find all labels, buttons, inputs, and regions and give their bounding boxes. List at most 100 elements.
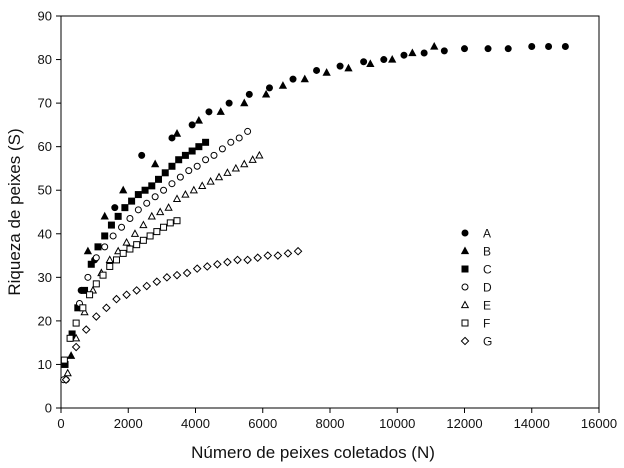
data-point-c xyxy=(161,169,169,177)
data-point-a xyxy=(528,42,536,50)
data-point-c xyxy=(202,138,210,146)
data-point-e xyxy=(172,194,182,203)
x-tick-label: 0 xyxy=(57,416,64,431)
data-point-b xyxy=(322,68,331,76)
legend-label-c: C xyxy=(483,263,492,277)
data-point-b xyxy=(240,98,249,107)
x-axis-title: Número de peixes coletados (N) xyxy=(191,443,435,462)
data-point-f xyxy=(106,262,114,270)
data-point-c xyxy=(107,221,115,229)
data-point-g xyxy=(273,251,283,260)
data-point-b xyxy=(408,48,417,57)
legend-label-d: D xyxy=(483,281,492,295)
data-point-a xyxy=(289,75,297,83)
data-point-d xyxy=(151,193,159,201)
y-tick-label: 20 xyxy=(38,313,52,328)
data-point-c xyxy=(81,286,89,294)
data-point-b xyxy=(261,89,271,98)
data-point-e xyxy=(255,150,264,159)
data-point-g xyxy=(223,257,232,267)
data-point-f xyxy=(66,334,74,342)
data-point-f xyxy=(160,223,168,231)
data-point-a xyxy=(545,42,553,50)
data-point-f xyxy=(139,236,147,244)
y-tick-label: 40 xyxy=(38,226,52,241)
data-point-g xyxy=(233,255,242,265)
data-point-e xyxy=(231,163,240,172)
data-point-d xyxy=(176,173,184,181)
data-point-g xyxy=(263,251,273,260)
y-tick-label: 30 xyxy=(38,270,52,285)
data-point-g xyxy=(162,273,172,282)
data-point-b xyxy=(172,129,182,137)
data-point-d xyxy=(126,215,134,223)
data-point-e xyxy=(63,368,72,377)
data-point-f xyxy=(133,241,141,249)
data-point-c xyxy=(94,243,102,251)
data-point-e xyxy=(206,176,215,185)
data-point-e xyxy=(214,172,224,181)
data-point-g xyxy=(253,253,263,263)
data-point-f xyxy=(72,319,80,327)
data-point-f xyxy=(86,291,94,299)
data-point-b xyxy=(344,63,353,72)
data-point-g xyxy=(283,249,293,258)
data-point-e xyxy=(181,190,190,198)
data-point-a xyxy=(484,45,492,53)
data-point-d xyxy=(235,134,243,142)
y-tick-label: 70 xyxy=(38,96,52,111)
data-point-d xyxy=(160,186,168,194)
data-point-g xyxy=(182,268,192,278)
data-point-d xyxy=(143,199,151,207)
data-point-g xyxy=(142,281,152,291)
data-point-d xyxy=(210,151,218,159)
data-point-b xyxy=(388,55,397,63)
data-point-d xyxy=(168,180,176,188)
legend-marker-f xyxy=(461,319,469,327)
data-point-g xyxy=(132,286,141,295)
y-tick-label: 0 xyxy=(45,401,52,416)
legend-marker-c xyxy=(461,265,469,273)
series-f xyxy=(60,217,181,364)
data-point-e xyxy=(130,229,140,237)
data-point-b xyxy=(194,115,204,124)
x-tick-label: 8000 xyxy=(316,416,345,431)
x-tick-label: 4000 xyxy=(181,416,210,431)
data-point-e xyxy=(248,155,257,163)
data-point-a xyxy=(360,58,368,66)
data-point-a xyxy=(138,151,146,159)
data-point-b xyxy=(100,211,109,220)
data-point-c xyxy=(168,162,176,170)
data-point-c xyxy=(188,147,196,155)
data-point-a xyxy=(440,47,448,55)
data-point-e xyxy=(240,159,249,168)
data-point-d xyxy=(218,145,226,153)
data-point-f xyxy=(173,217,181,225)
data-point-c xyxy=(175,156,183,164)
data-point-g xyxy=(122,290,131,300)
data-point-g xyxy=(112,294,121,304)
data-point-c xyxy=(87,260,95,268)
data-point-g xyxy=(91,312,101,321)
data-point-a xyxy=(420,49,428,57)
data-point-d xyxy=(185,167,193,175)
data-point-a xyxy=(188,121,196,129)
data-point-g xyxy=(293,246,303,256)
data-point-e xyxy=(80,307,89,316)
data-point-f xyxy=(99,271,107,279)
data-point-d xyxy=(109,232,117,240)
data-point-g xyxy=(243,255,252,265)
data-point-f xyxy=(79,304,87,312)
data-point-e xyxy=(189,185,198,194)
legend-label-f: F xyxy=(483,317,490,331)
data-point-a xyxy=(504,45,512,53)
data-point-b xyxy=(300,74,309,83)
data-point-d xyxy=(118,223,126,231)
data-point-b xyxy=(430,41,439,50)
data-point-a xyxy=(400,51,408,59)
data-point-f xyxy=(112,256,120,264)
x-tick-label: 10000 xyxy=(379,416,415,431)
data-point-a xyxy=(313,66,321,74)
